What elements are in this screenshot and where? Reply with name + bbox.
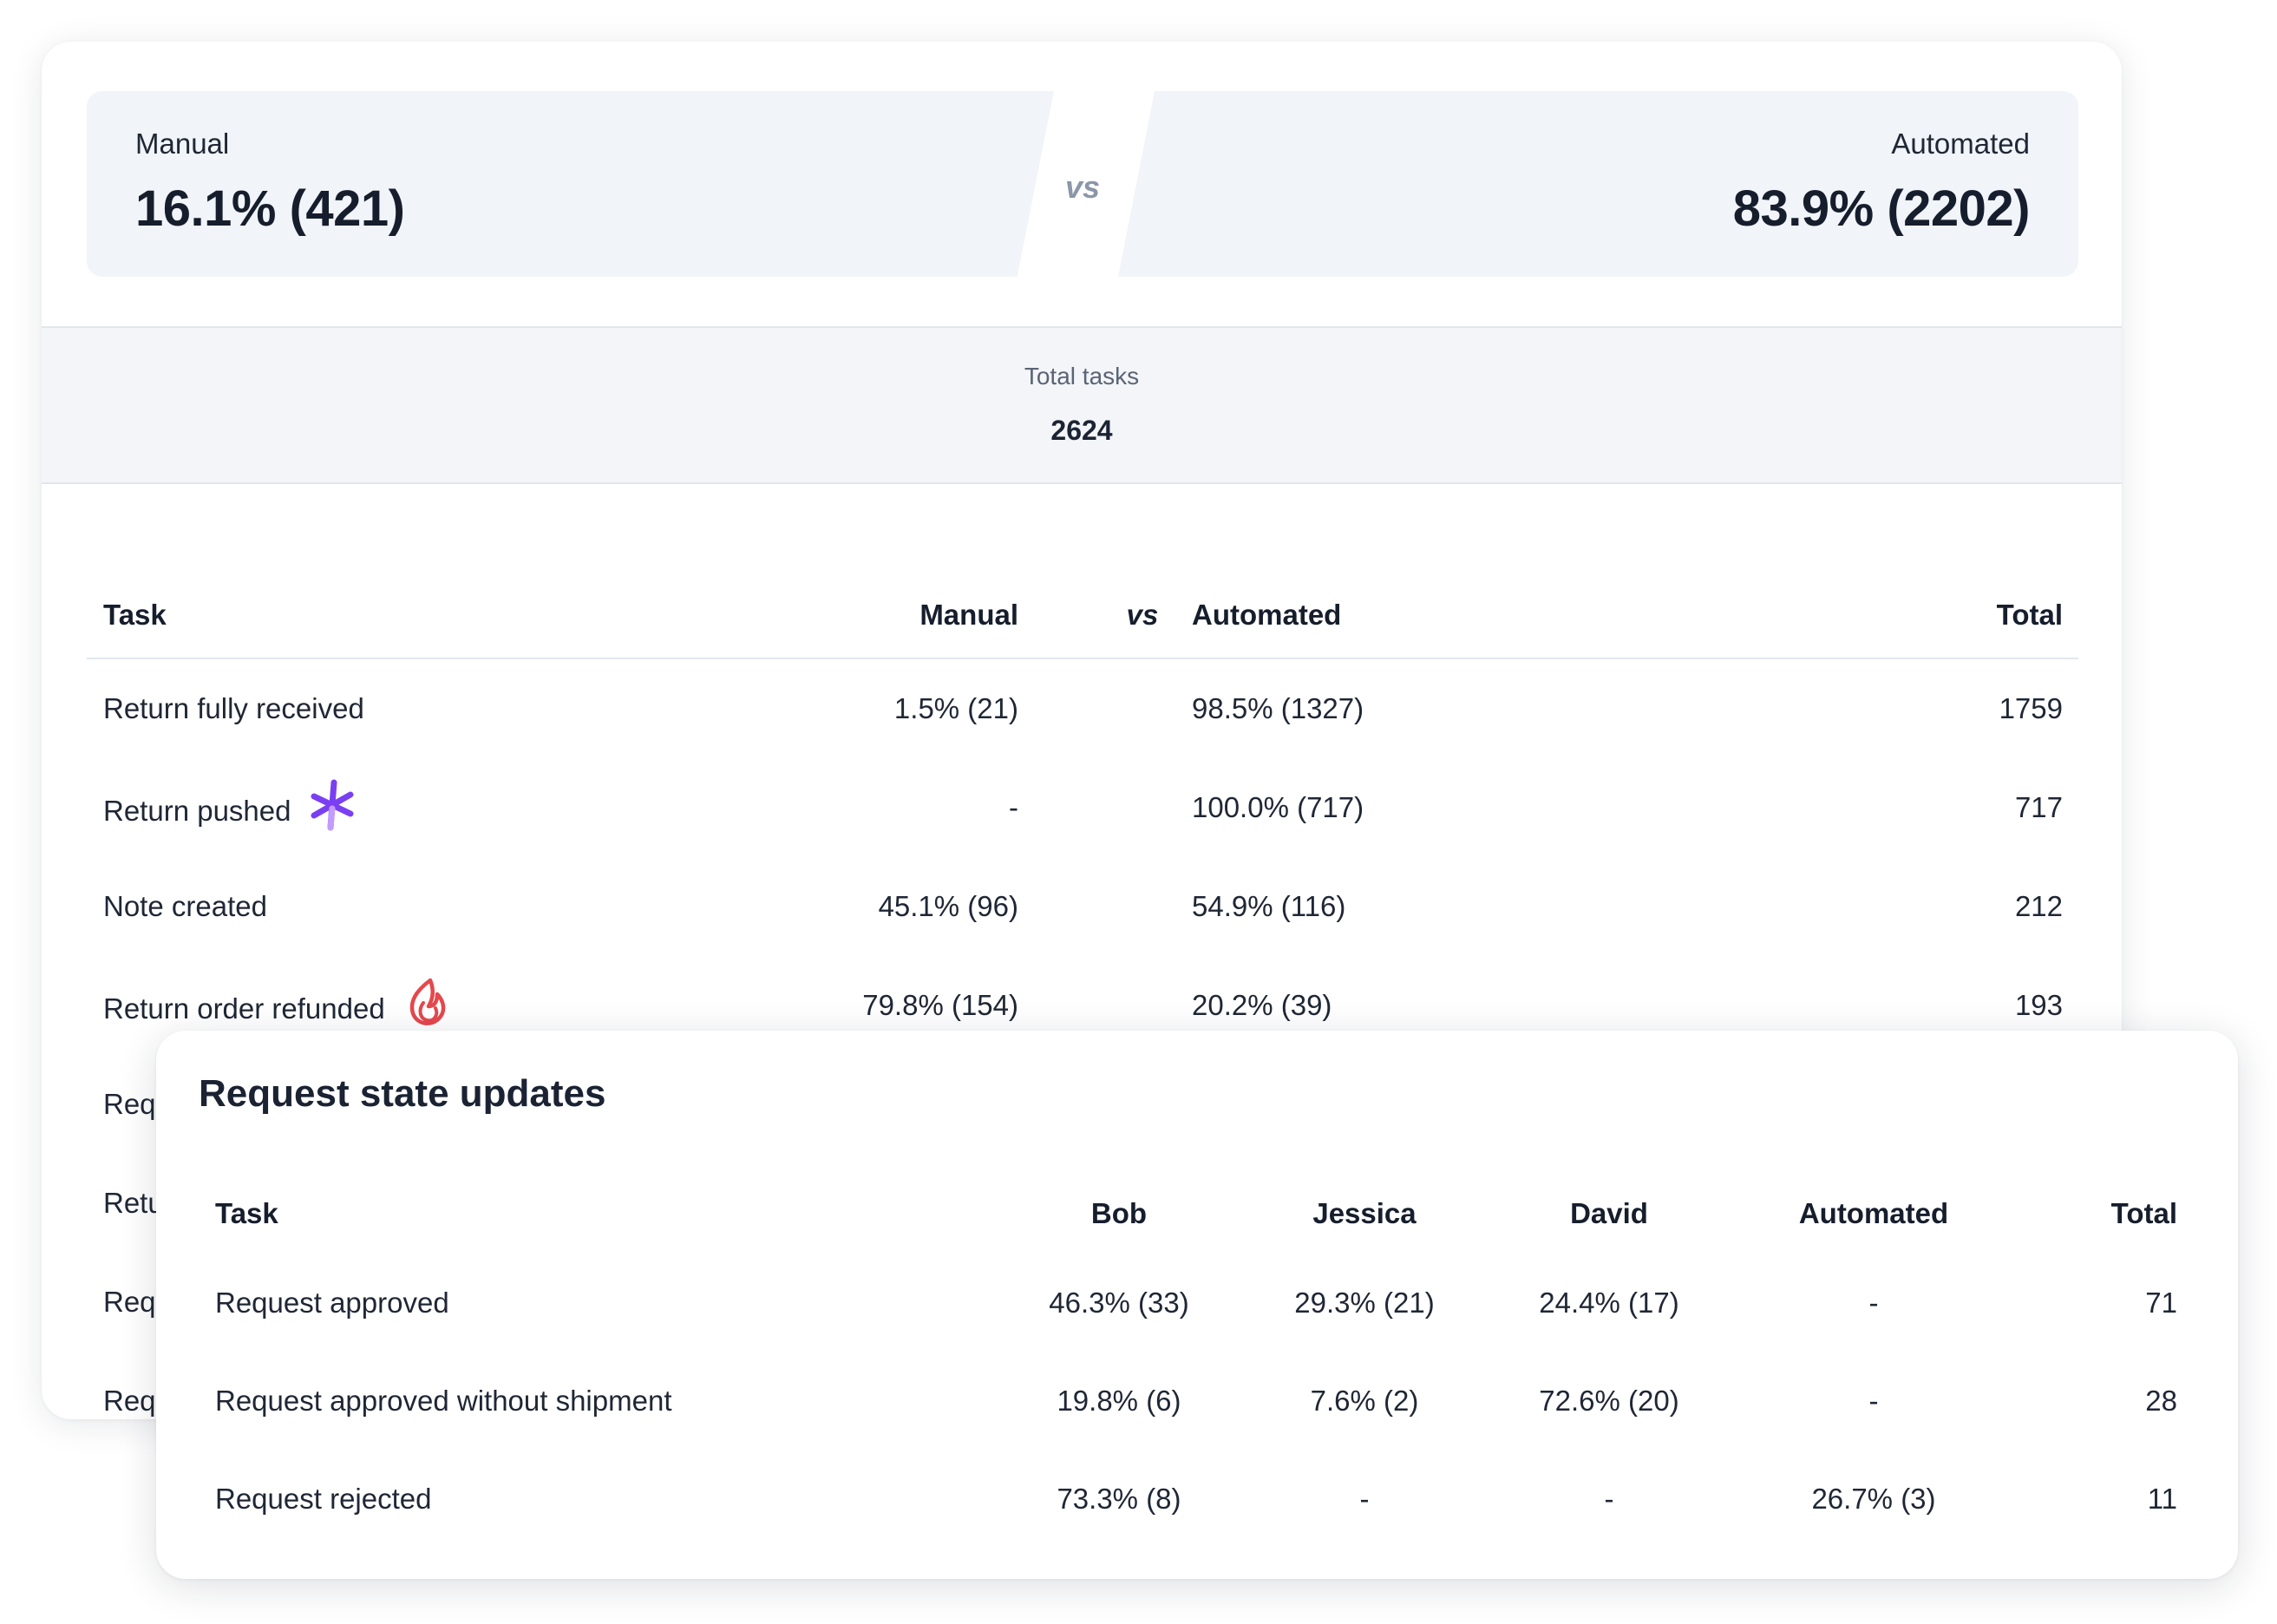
row-automated: 54.9% (116)	[1192, 890, 1346, 922]
row-automated: 100.0% (717)	[1192, 791, 1364, 823]
table-row: Request approved 46.3% (33) 29.3% (21) 2…	[156, 1287, 2238, 1339]
row-jessica: -	[1359, 1483, 1370, 1515]
total-tasks-value: 2624	[1050, 415, 1113, 446]
table-row: Retu	[87, 1154, 2078, 1253]
manual-summary-label: Manual	[135, 128, 230, 160]
row-automated: -	[1868, 1287, 1879, 1319]
table-row: Req	[87, 1055, 2078, 1154]
task-table-header: Task Manual vs Automated Total	[87, 553, 2078, 659]
row-total: 717	[2014, 791, 2063, 823]
header-manual: Manual	[919, 599, 1018, 631]
table-row: Request rejected 73.3% (8) - - 26.7% (3)…	[156, 1483, 2238, 1535]
row-total: 193	[2014, 989, 2063, 1021]
row-total: 1759	[1999, 692, 2063, 724]
row-task: Return pushed	[103, 795, 291, 827]
row-total: 28	[2145, 1385, 2177, 1417]
row-automated: 98.5% (1327)	[1192, 692, 1364, 724]
row-task: Note created	[103, 890, 267, 922]
header-jessica: Jessica	[1312, 1197, 1417, 1229]
table-row: Req	[87, 1352, 2078, 1419]
row-manual: 79.8% (154)	[862, 989, 1018, 1021]
row-total: 71	[2145, 1287, 2177, 1319]
card-title: Request state updates	[199, 1072, 606, 1115]
header-task: Task	[103, 599, 167, 631]
row-bob: 73.3% (8)	[1057, 1483, 1181, 1515]
row-automated: -	[1868, 1385, 1879, 1417]
purple-asterisk-icon	[311, 779, 354, 831]
row-task: Req	[103, 1385, 156, 1417]
table-row: Return pushed - 100.0% (717) 717	[87, 758, 2078, 857]
header-automated: Automated	[1192, 599, 1342, 631]
request-table-header: Task Bob Jessica David Automated Total	[156, 1197, 2238, 1249]
row-total: 11	[2147, 1483, 2177, 1515]
row-automated: 20.2% (39)	[1192, 989, 1332, 1021]
row-task: Request approved	[215, 1287, 449, 1319]
row-manual: -	[1009, 791, 1018, 823]
row-david: 72.6% (20)	[1539, 1385, 1679, 1417]
red-flame-logo-icon	[409, 978, 445, 1025]
row-task-cell: Return order refunded	[103, 978, 449, 1029]
row-manual: 45.1% (96)	[878, 890, 1018, 922]
header-automated: Automated	[1798, 1197, 1949, 1229]
automated-summary-label: Automated	[1891, 128, 2030, 160]
header-total: Total	[2110, 1197, 2177, 1229]
header-david: David	[1570, 1197, 1648, 1229]
vs-separator: vs	[1064, 169, 1101, 205]
automated-summary-panel: Automated 83.9% (2202)	[1118, 91, 2078, 277]
row-david: -	[1604, 1483, 1614, 1515]
total-tasks-band: Total tasks 2624	[42, 326, 2122, 484]
manual-summary-panel: Manual 16.1% (421)	[87, 91, 1054, 277]
row-david: 24.4% (17)	[1539, 1287, 1679, 1319]
row-task: Req	[103, 1088, 156, 1120]
row-task: Request approved without shipment	[215, 1385, 672, 1417]
header-bob: Bob	[1090, 1197, 1148, 1229]
row-task: Return order refunded	[103, 992, 385, 1025]
row-jessica: 7.6% (2)	[1310, 1385, 1419, 1417]
row-task: Req	[103, 1286, 156, 1318]
row-bob: 19.8% (6)	[1057, 1385, 1181, 1417]
header-task: Task	[215, 1197, 278, 1229]
row-automated: 26.7% (3)	[1811, 1483, 1936, 1515]
request-state-updates-card: Request state updates Task Bob Jessica D…	[156, 1031, 2238, 1579]
header-total: Total	[1996, 599, 2063, 631]
comparison-banner: Manual 16.1% (421) vs Automated 83.9% (2…	[87, 91, 2078, 277]
table-row: Return fully received 1.5% (21) 98.5% (1…	[87, 659, 2078, 758]
table-row: Request approved without shipment 19.8% …	[156, 1385, 2238, 1437]
table-row: Req	[87, 1253, 2078, 1352]
row-total: 212	[2014, 890, 2063, 922]
table-row: Return order refunded 79.8% (154) 20.2% …	[87, 956, 2078, 1055]
row-task: Return fully received	[103, 692, 364, 724]
row-bob: 46.3% (33)	[1049, 1287, 1189, 1319]
table-row: Note created 45.1% (96) 54.9% (116) 212	[87, 857, 2078, 956]
header-vs: vs	[1126, 599, 1159, 631]
row-task: Request rejected	[215, 1483, 432, 1515]
row-jessica: 29.3% (21)	[1294, 1287, 1435, 1319]
row-task-cell: Return pushed	[103, 779, 355, 831]
manual-summary-value: 16.1% (421)	[135, 180, 405, 237]
automated-summary-value: 83.9% (2202)	[1732, 180, 2031, 237]
row-manual: 1.5% (21)	[893, 692, 1018, 724]
task-table: Task Manual vs Automated Total Return fu…	[87, 553, 2078, 1419]
total-tasks-label: Total tasks	[1024, 363, 1140, 390]
row-task: Retu	[103, 1187, 164, 1219]
